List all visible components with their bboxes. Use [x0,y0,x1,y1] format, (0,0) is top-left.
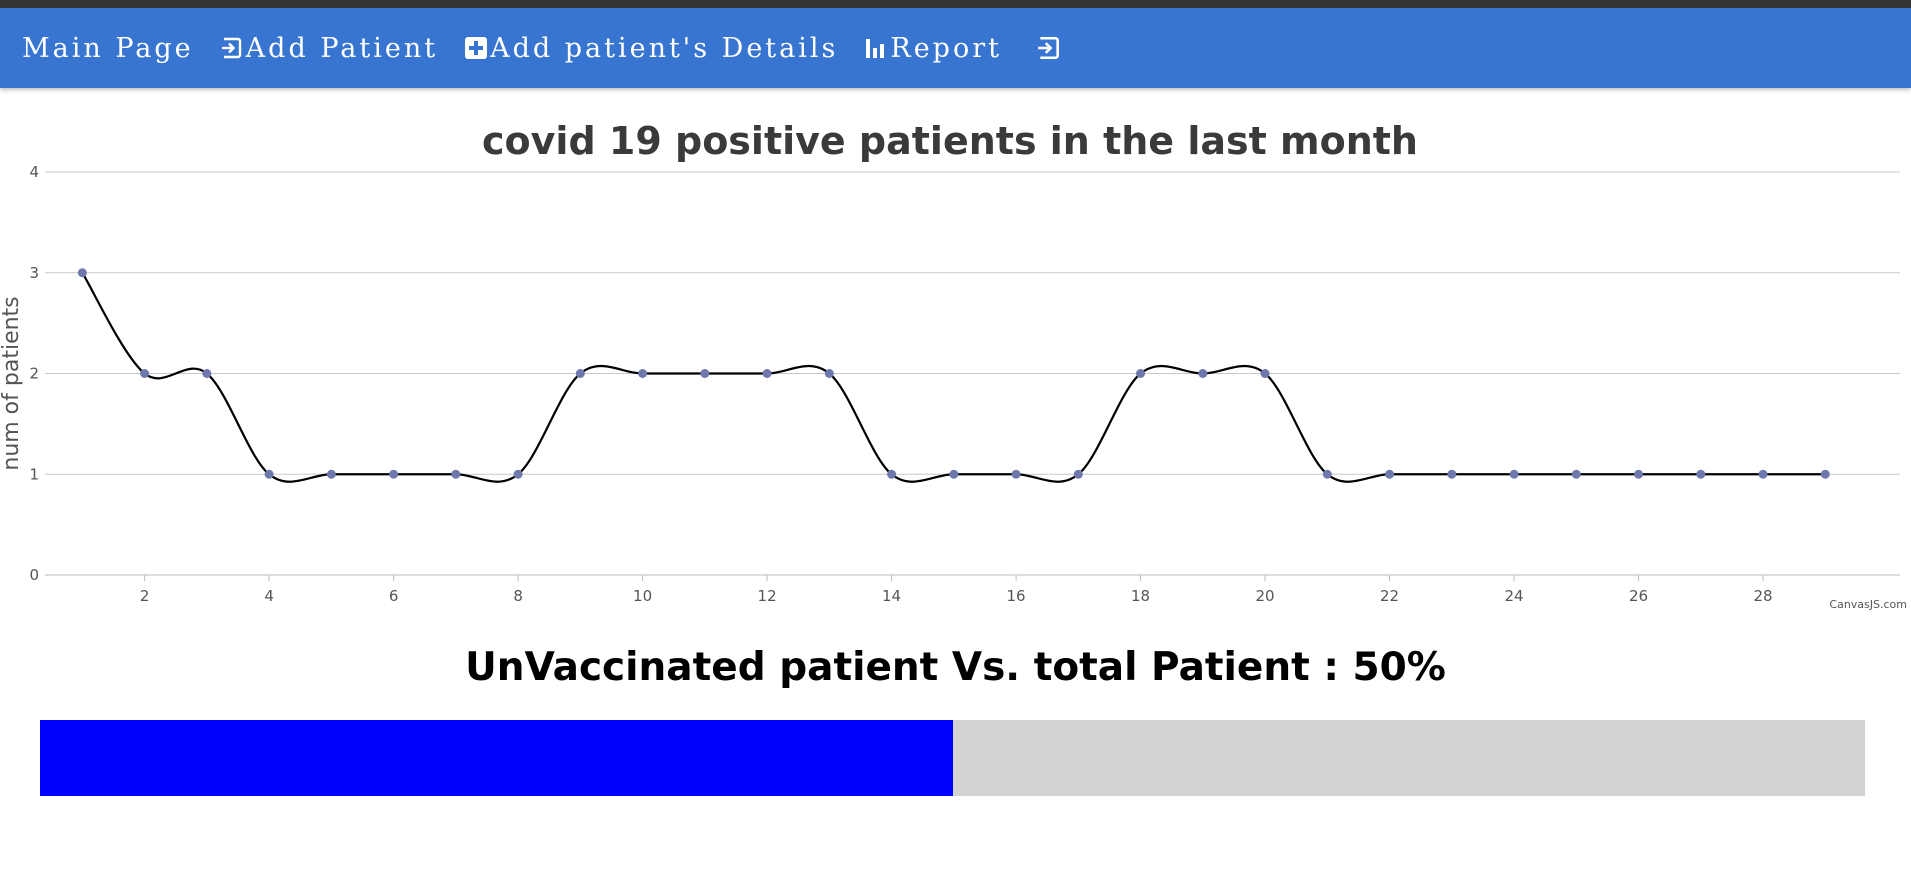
sign-in-icon [220,36,246,60]
data-point[interactable] [638,369,648,378]
x-tick-label: 10 [633,587,652,605]
y-tick-label: 2 [29,365,39,383]
chart-canvas: covid 19 positive patients in the last m… [0,119,1907,611]
nav-report-label: Report [890,32,1002,64]
data-point[interactable] [1447,469,1457,479]
series-points [77,268,1830,479]
x-tick-label: 6 [389,587,399,605]
navbar: Main Page Add Patient Add patient's Deta… [0,8,1911,88]
data-point[interactable] [1634,469,1644,479]
nav-add-patient-label: Add Patient [245,32,439,64]
x-tick-label: 4 [264,587,274,605]
nav-report[interactable]: Report [864,33,1002,64]
x-tick-label: 16 [1007,587,1026,605]
x-tick-label: 14 [882,587,901,605]
data-point[interactable] [1571,469,1581,479]
window-top-strip [0,0,1911,8]
series-line [81,272,1826,483]
data-point[interactable] [1260,369,1270,378]
data-point[interactable] [1198,369,1208,378]
nav-main-page[interactable]: Main Page [22,33,194,64]
x-tick-label: 20 [1256,587,1275,605]
data-point[interactable] [202,369,212,378]
x-tick-label: 8 [513,587,523,605]
chart-x-ticks: 2 4 6 8 10 12 14 16 18 20 22 24 26 28 [140,575,1773,605]
data-point[interactable] [1509,469,1519,479]
nav-add-details[interactable]: Add patient's Details [464,33,838,64]
data-point[interactable] [575,369,585,378]
logout-button[interactable] [1036,35,1064,61]
x-tick-label: 18 [1131,587,1150,605]
data-point[interactable] [1136,369,1146,378]
y-axis-title: num of patients [0,296,24,470]
data-point[interactable] [389,469,399,479]
nav-add-patient[interactable]: Add Patient [220,33,438,64]
y-tick-label: 3 [29,264,39,282]
progress-title: UnVaccinated patient Vs. total Patient :… [465,645,1446,690]
data-point[interactable] [1758,469,1768,479]
nav-add-details-label: Add patient's Details [490,32,839,64]
data-point[interactable] [700,369,710,378]
chart-gridlines [45,171,1900,475]
sign-out-icon [1036,35,1064,61]
chart-y-ticks: 0 1 2 3 4 [29,163,39,584]
bar-chart-icon [864,36,890,60]
data-point[interactable] [513,469,523,479]
plus-square-icon [464,36,490,60]
line-chart: covid 19 positive patients in the last m… [0,110,1911,620]
nav-main-page-label: Main Page [22,32,194,64]
y-tick-label: 1 [29,465,39,483]
data-point[interactable] [1820,469,1830,479]
data-point[interactable] [77,268,87,278]
chart-title: covid 19 positive patients in the last m… [482,119,1418,163]
data-point[interactable] [1322,469,1332,479]
x-tick-label: 22 [1380,587,1399,605]
x-tick-label: 28 [1754,587,1773,605]
chart-credit: CanvasJS.com [1829,598,1907,611]
progress-bar-fill [40,720,953,796]
data-point[interactable] [1011,469,1021,479]
data-point[interactable] [140,369,150,378]
data-point[interactable] [824,369,834,378]
y-tick-label: 4 [29,163,39,181]
data-point[interactable] [762,369,772,378]
x-tick-label: 2 [140,587,150,605]
data-point[interactable] [887,469,897,479]
x-tick-label: 24 [1505,587,1524,605]
data-point[interactable] [326,469,336,479]
y-tick-label: 0 [29,566,39,584]
data-point[interactable] [264,469,274,479]
data-point[interactable] [1385,469,1395,479]
data-point[interactable] [1073,469,1083,479]
data-point[interactable] [949,469,959,479]
data-point[interactable] [1696,469,1706,479]
x-tick-label: 12 [758,587,777,605]
x-tick-label: 26 [1629,587,1648,605]
data-point[interactable] [451,469,461,479]
progress-bar [40,720,1865,796]
